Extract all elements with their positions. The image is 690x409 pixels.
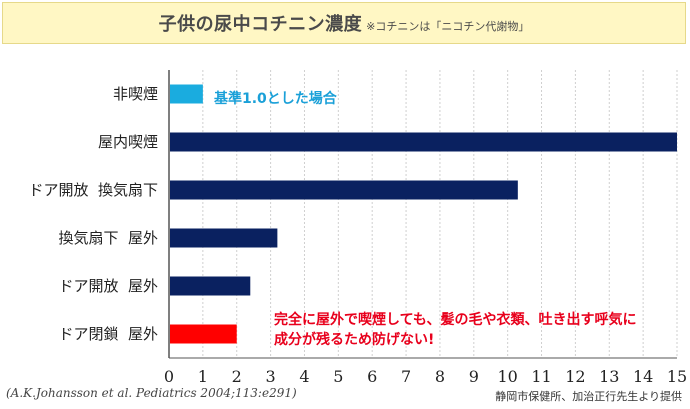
category-label: ドア閉鎖 屋外 (58, 325, 158, 343)
grid-lines (168, 70, 678, 359)
bar (170, 228, 278, 248)
credit-text: 静岡市保健所、加治正行先生より提供 (495, 390, 682, 403)
x-tick-labels: 0 1 2 3 4 5 6 7 8 9 10 11 12 13 14 15 (164, 367, 687, 386)
category-label: ドア開放 屋外 (58, 277, 158, 295)
x-tick-label: 13 (599, 367, 619, 386)
x-tick-label: 2 (232, 367, 242, 386)
category-label: ドア開放 換気扇下 (28, 181, 158, 199)
bar (170, 180, 518, 200)
x-tick-label: 14 (633, 367, 653, 386)
bar (170, 132, 677, 152)
bar (170, 324, 237, 344)
x-tick-label: 1 (198, 367, 208, 386)
warning-annotation-line2: 成分が残るため防げない! (274, 331, 434, 348)
bar (170, 276, 251, 296)
x-tick-label: 8 (435, 367, 445, 386)
bar (170, 84, 203, 104)
x-tick-label: 12 (565, 367, 585, 386)
category-label: 換気扇下 屋外 (58, 229, 158, 247)
category-label: 非喫煙 (113, 85, 158, 103)
title-banner: 子供の尿中コチニン濃度 ※コチニンは「ニコチン代謝物」 (2, 2, 686, 44)
chart-title: 子供の尿中コチニン濃度 (158, 14, 363, 35)
x-tick-label: 7 (401, 367, 411, 386)
x-tick-label: 0 (164, 367, 174, 386)
category-label: 屋内喫煙 (98, 133, 158, 151)
bars (170, 84, 677, 344)
x-tick-label: 10 (497, 367, 517, 386)
baseline-annotation: 基準1.0とした場合 (214, 90, 338, 107)
x-tick-label: 6 (367, 367, 377, 386)
x-tick-label: 3 (266, 367, 276, 386)
citation: (A.K.Johansson et al. Pediatrics 2004;11… (6, 386, 297, 400)
x-tick-label: 9 (469, 367, 479, 386)
x-tick-label: 15 (667, 367, 687, 386)
warning-annotation-line1: 完全に屋外で喫煙しても、髪の毛や衣類、吐き出す呼気に (274, 311, 636, 328)
x-tick-label: 4 (299, 367, 309, 386)
chart-subtitle: ※コチニンは「ニコチン代謝物」 (366, 19, 530, 33)
x-tick-label: 5 (333, 367, 343, 386)
x-tick-label: 11 (531, 367, 551, 386)
